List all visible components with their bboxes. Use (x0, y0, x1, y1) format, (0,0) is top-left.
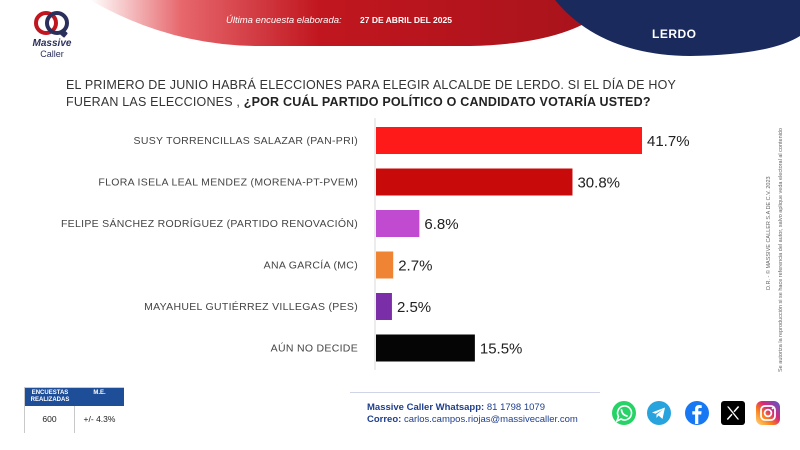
header-navy-band (555, 0, 800, 56)
latest-survey-date: 27 DE ABRIL DEL 2025 (360, 15, 452, 25)
contact-divider (350, 392, 600, 393)
value-label: 15.5% (480, 341, 523, 358)
facebook-icon[interactable] (684, 400, 710, 426)
margin-error-value: +/- 4.3% (75, 406, 124, 433)
surveys-header: ENCUESTAS REALIZADAS (25, 388, 75, 406)
bar (376, 293, 392, 320)
whatsapp-label: Massive Caller Whatsapp: (367, 402, 485, 413)
region-title: LERDO (652, 27, 697, 41)
x-icon[interactable] (720, 400, 746, 426)
question-emphasis: ¿POR CUÁL PARTIDO POLÍTICO O CANDIDATO V… (243, 95, 651, 109)
category-label: FELIPE SÁNCHEZ RODRÍGUEZ (PARTIDO RENOVA… (61, 217, 358, 230)
category-label: ANA GARCÍA (MC) (264, 259, 358, 272)
value-label: 30.8% (577, 175, 620, 192)
copyright-line1: D.R. - © MASSIVE CALLER S.A DE C.V. 2023 (765, 176, 772, 290)
chart-bars: SUSY TORRENCILLAS SALAZAR (PAN-PRI) 41.7%… (61, 127, 690, 362)
latest-survey-label: Última encuesta elaborada: (226, 15, 342, 26)
value-label: 6.8% (424, 216, 458, 233)
header-band (0, 0, 800, 60)
whatsapp-number[interactable]: 81 1798 1079 (486, 402, 545, 413)
question-text: EL PRIMERO DE JUNIO HABRÁ ELECCIONES PAR… (66, 78, 676, 109)
margin-error-header: M.E. (75, 388, 124, 406)
email-line: Correo: carlos.campos.riojas@massivecall… (367, 414, 578, 426)
header-shapes (90, 0, 800, 56)
copyright-note: D.R. - © MASSIVE CALLER S.A DE C.V. 2023… (765, 128, 784, 372)
bar (376, 334, 475, 362)
category-label: SUSY TORRENCILLAS SALAZAR (PAN-PRI) (134, 135, 358, 147)
value-label: 2.5% (397, 299, 431, 316)
bar (376, 127, 642, 154)
instagram-icon[interactable] (755, 400, 781, 426)
brand-wordmark: Massive Caller (22, 38, 82, 60)
brand-logo: Massive Caller (22, 8, 82, 60)
telegram-icon[interactable] (646, 400, 672, 426)
category-label: MAYAHUEL GUTIÉRREZ VILLEGAS (PES) (144, 300, 358, 313)
brand-line1: Massive (32, 38, 72, 49)
contact-info: Massive Caller Whatsapp: 81 1798 1079 Co… (367, 402, 578, 426)
survey-question: EL PRIMERO DE JUNIO HABRÁ ELECCIONES PAR… (66, 77, 716, 111)
category-label: AÚN NO DECIDE (271, 342, 358, 355)
vote-intention-chart: SUSY TORRENCILLAS SALAZAR (PAN-PRI) 41.7%… (61, 118, 690, 370)
surveys-value: 600 (25, 406, 75, 433)
category-label: FLORA ISELA LEAL MENDEZ (MORENA-PT-PVEM) (98, 177, 358, 189)
email-label: Correo: (367, 414, 402, 425)
sample-info-table: ENCUESTAS REALIZADAS M.E. 600 +/- 4.3% (24, 387, 124, 433)
email-address[interactable]: carlos.campos.riojas@massivecaller.com (403, 414, 578, 425)
header-red-band (90, 0, 600, 46)
brand-line2: Caller (40, 49, 64, 59)
value-label: 2.7% (398, 258, 432, 275)
bar (376, 168, 573, 196)
whatsapp-line: Massive Caller Whatsapp: 81 1798 1079 (367, 402, 578, 414)
bar (376, 210, 420, 237)
bar (376, 251, 394, 279)
logo-mark-icon (34, 11, 69, 38)
value-label: 41.7% (647, 133, 690, 150)
whatsapp-icon[interactable] (611, 400, 637, 426)
copyright-line2: Se autoriza la reproducción si se hace r… (778, 128, 784, 372)
